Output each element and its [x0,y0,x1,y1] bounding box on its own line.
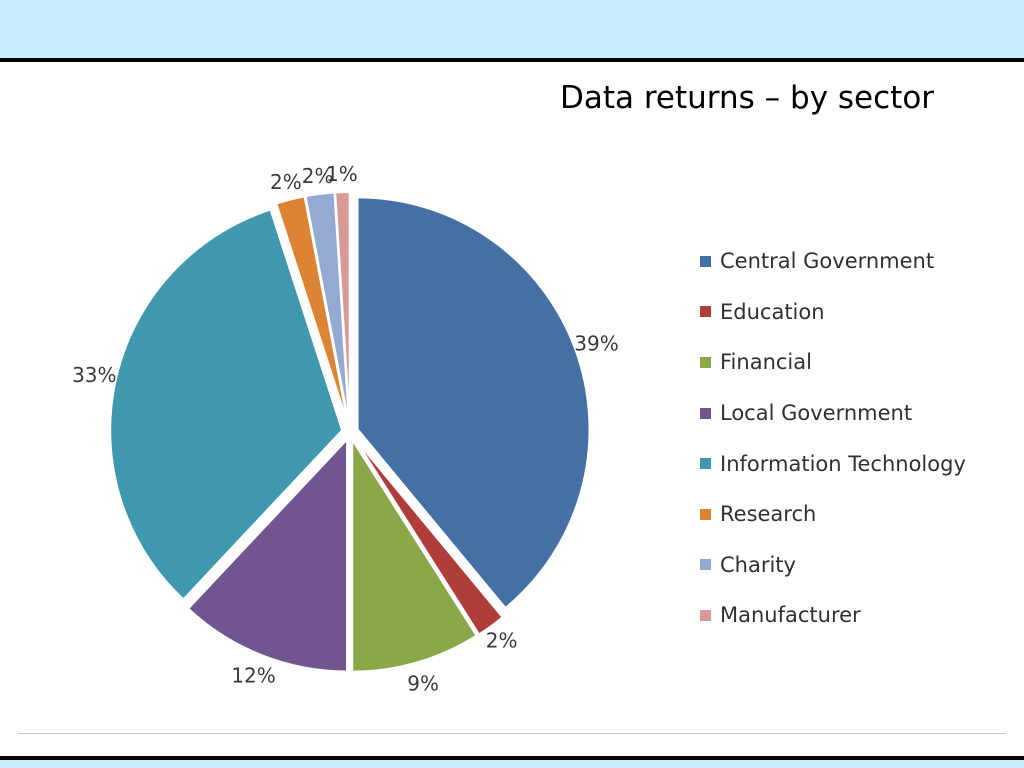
pie-slice-manufacturer [334,191,351,425]
legend-swatch [700,559,711,571]
footer-divider [18,733,1006,734]
legend-item-information-technology: Information Technology [700,438,1016,489]
legend-swatch [700,407,711,419]
legend-item-charity: Charity [700,540,1016,591]
footer-band [0,760,1024,768]
legend-item-local-government: Local Government [700,388,1016,439]
legend-label: Manufacturer [720,603,861,628]
pie-slice-financial [351,436,478,673]
header-rule [0,58,1024,62]
pie-slice-information-technology [109,208,344,601]
legend-swatch [700,458,711,470]
legend-swatch [700,609,711,621]
pie-slice-central-government [356,196,591,610]
pie-slice-local-government [186,436,349,673]
data-label-information-technology: 33% [72,363,116,387]
data-label-local-government: 12% [231,664,275,688]
legend-item-financial: Financial [700,337,1016,388]
pie-slice-education [353,437,504,636]
legend-swatch [700,255,711,267]
legend-label: Local Government [720,401,913,426]
legend-label: Information Technology [720,451,966,476]
data-label-research: 2% [270,170,302,194]
legend-item-research: Research [700,489,1016,540]
data-label-manufacturer: 1% [326,162,358,186]
data-label-central-government: 39% [574,331,618,355]
chart-legend: Central Government Education Financial Loca… [700,236,1016,641]
legend-label: Central Government [720,249,935,274]
data-label-education: 2% [486,629,518,653]
legend-label: Charity [720,552,796,577]
legend-label: Education [720,299,825,324]
legend-label: Research [720,502,817,527]
legend-item-central-government: Central Government [700,236,1016,287]
legend-swatch [700,356,711,368]
legend-swatch [700,306,711,318]
legend-swatch [700,508,711,520]
header-band [0,0,1024,58]
legend-item-education: Education [700,287,1016,338]
legend-item-manufacturer: Manufacturer [700,590,1016,641]
data-label-charity: 2% [302,164,334,188]
data-label-financial: 9% [407,672,439,696]
pie-slice-research [275,195,349,425]
chart-title: Data returns – by sector [560,80,935,116]
footer-rule [0,756,1024,760]
legend-label: Financial [720,350,812,375]
